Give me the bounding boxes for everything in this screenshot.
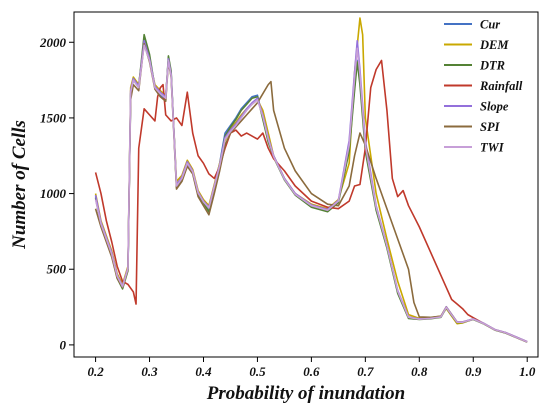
axes-layer: 0.2 0.3 0.4 0.5 0.6 0.7 0.8 0.9 1.0 0 500 1000 1500 2… xyxy=(39,11,539,379)
series-line-twi xyxy=(94,44,528,343)
plot-background xyxy=(74,12,538,357)
y-tick-label: 1500 xyxy=(40,110,67,125)
plot-area xyxy=(74,12,538,357)
x-tick-label: 0.3 xyxy=(141,364,158,379)
y-tick-label: 2000 xyxy=(39,35,67,50)
x-tick-label: 1.0 xyxy=(519,364,536,379)
x-tick-label: 0.7 xyxy=(357,364,374,379)
y-axis-title: Number of Cells xyxy=(9,120,30,250)
legend-label-slope: Slope xyxy=(480,100,509,114)
axes-frame xyxy=(73,11,539,358)
x-tick-label: 0.4 xyxy=(195,364,212,379)
legend: Cur DEM DTR Rainfall Slope SPI TWI xyxy=(444,18,523,155)
y-tick-label: 500 xyxy=(47,262,67,277)
series-layer xyxy=(94,17,528,343)
x-tick-label: 0.8 xyxy=(411,364,428,379)
legend-label-spi: SPI xyxy=(480,120,501,134)
legend-label-cur: Cur xyxy=(480,18,500,32)
y-tick-label: 1000 xyxy=(40,186,67,201)
legend-label-rainfall: Rainfall xyxy=(479,79,523,93)
legend-label-dtr: DTR xyxy=(479,59,505,73)
x-tick-label: 0.5 xyxy=(249,364,266,379)
legend-label-dem: DEM xyxy=(479,38,509,52)
series-line-rainfall xyxy=(94,59,528,343)
x-tick-label: 0.9 xyxy=(465,364,482,379)
y-tick-label: 0 xyxy=(60,337,67,352)
x-axis-title: Probability of inundation xyxy=(206,383,405,404)
x-tick-label: 0.6 xyxy=(303,364,320,379)
legend-label-twi: TWI xyxy=(480,141,505,155)
x-tick-label: 0.2 xyxy=(87,364,104,379)
